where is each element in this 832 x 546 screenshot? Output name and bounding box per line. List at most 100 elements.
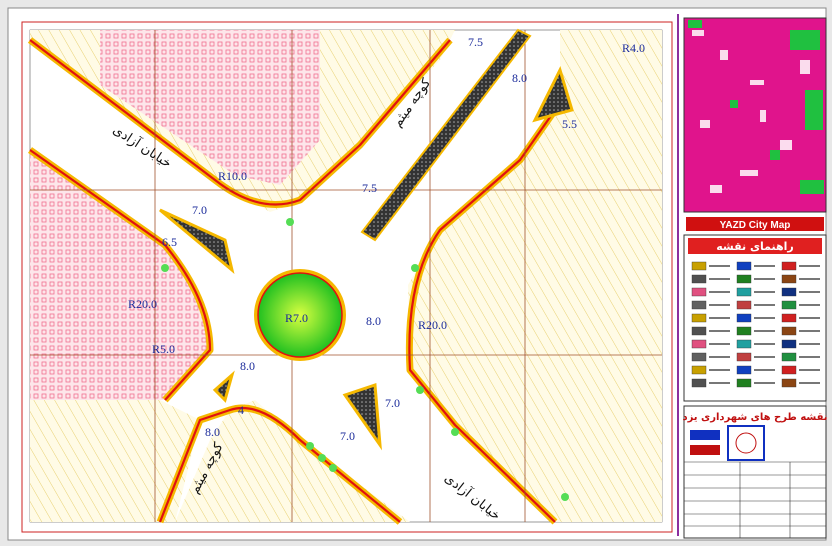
shape <box>688 20 702 28</box>
shape <box>411 264 419 272</box>
shape <box>740 170 758 176</box>
legend-swatch <box>691 313 707 323</box>
shape <box>735 432 757 454</box>
roundabout <box>257 272 343 358</box>
dimension: 7.5 <box>468 35 483 49</box>
shape <box>700 120 710 128</box>
shape <box>688 238 822 254</box>
dimension: 7.0 <box>340 429 355 443</box>
island <box>212 370 235 403</box>
legend-swatch <box>691 300 707 310</box>
legend-swatch <box>736 261 752 271</box>
title-block: نقشه طرح های شهرداری یزد <box>682 405 828 539</box>
legend-swatch <box>691 274 707 284</box>
shape <box>692 30 704 36</box>
map-area: خیابان آزادی کوچه میثم کوچه میثم خیابان … <box>21 21 673 533</box>
shape <box>720 50 728 60</box>
shape <box>780 140 792 150</box>
shape <box>416 386 424 394</box>
dimension: 7.0 <box>192 203 207 217</box>
shape <box>683 17 827 213</box>
legend-swatch <box>691 287 707 297</box>
shape <box>690 445 720 455</box>
shape <box>688 20 824 194</box>
shape <box>800 60 810 74</box>
legend-swatch <box>781 287 797 297</box>
legend-swatch <box>781 300 797 310</box>
shape <box>683 405 827 539</box>
dimension: 7.5 <box>362 181 377 195</box>
title-block-title: نقشه طرح های شهرداری یزد <box>682 412 827 423</box>
legend-title: راهنمای نقشه <box>716 240 794 253</box>
dimension: 4 <box>238 403 244 417</box>
dimension: 8.0 <box>205 425 220 439</box>
shape <box>318 454 326 462</box>
block <box>408 30 662 522</box>
shape <box>451 428 459 436</box>
shape <box>760 110 766 122</box>
shape <box>306 442 314 450</box>
shape <box>158 406 401 523</box>
legend-swatch <box>781 261 797 271</box>
shape <box>710 185 722 193</box>
dimension: R4.0 <box>622 41 645 55</box>
dimension: 6.5 <box>162 235 177 249</box>
dimension: 7.0 <box>385 396 400 410</box>
legend-swatch <box>736 326 752 336</box>
shape <box>750 80 764 85</box>
inset-map: YAZD City Map <box>683 17 827 231</box>
shape <box>730 100 738 108</box>
legend-swatch <box>781 378 797 388</box>
shape <box>690 430 720 440</box>
block <box>30 150 210 400</box>
shape <box>684 461 826 538</box>
legend-swatch <box>781 274 797 284</box>
shape <box>561 493 569 501</box>
shape <box>29 149 212 401</box>
shape <box>686 217 824 231</box>
legend-swatch <box>736 365 752 375</box>
shape <box>161 264 169 272</box>
median <box>360 28 532 242</box>
dimension: 8.0 <box>512 71 527 85</box>
dimension: R20.0 <box>418 318 447 332</box>
shape <box>805 90 823 130</box>
legend-swatch <box>691 339 707 349</box>
legend-swatch <box>736 339 752 349</box>
dimension: R20.0 <box>128 297 157 311</box>
legend-swatch <box>781 313 797 323</box>
shape <box>770 150 780 160</box>
island <box>532 65 574 123</box>
legend-swatch <box>691 261 707 271</box>
dimension: 5.5 <box>562 117 577 131</box>
shape <box>29 39 451 206</box>
shape <box>286 218 294 226</box>
shape <box>790 30 820 50</box>
block <box>175 400 410 522</box>
legend-swatch <box>691 365 707 375</box>
shape <box>692 30 810 193</box>
legend-swatch <box>781 365 797 375</box>
dimension: 8.0 <box>366 314 381 328</box>
dimension: 8.0 <box>240 359 255 373</box>
block <box>30 400 200 522</box>
shape <box>691 261 820 388</box>
legend-swatch <box>691 378 707 388</box>
inset-caption: YAZD City Map <box>720 220 791 231</box>
legend-swatch <box>736 300 752 310</box>
island <box>342 382 382 451</box>
shape <box>408 109 556 523</box>
legend-swatch <box>736 274 752 284</box>
dimension: R7.0 <box>285 311 308 325</box>
shape <box>800 180 824 194</box>
island <box>159 208 235 275</box>
legend-swatch <box>691 326 707 336</box>
legend-swatch <box>691 352 707 362</box>
legend-swatch <box>736 378 752 388</box>
shape <box>727 425 765 461</box>
legend-swatch <box>736 352 752 362</box>
legend-swatch <box>781 326 797 336</box>
legend-swatch <box>736 287 752 297</box>
legend-swatch <box>781 339 797 349</box>
